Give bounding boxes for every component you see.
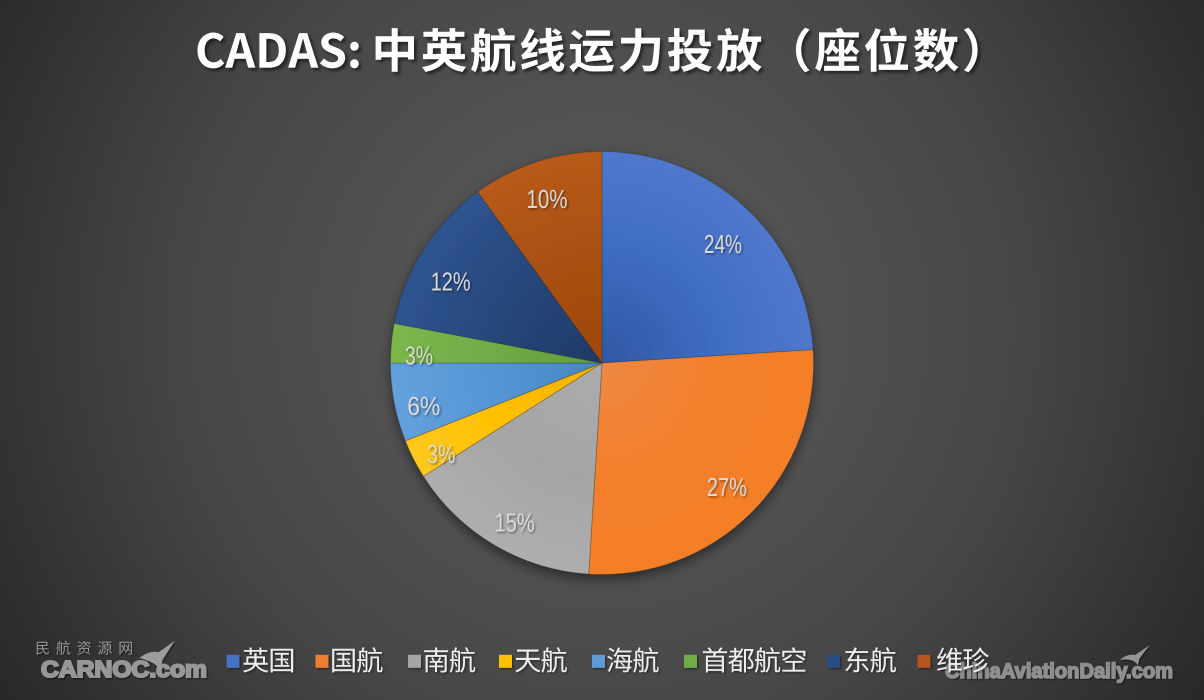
svg-text:3%: 3% <box>427 439 455 469</box>
svg-text:ChinaAviationDaily.com: ChinaAviationDaily.com <box>945 660 1173 683</box>
svg-text:15%: 15% <box>495 508 535 538</box>
svg-text:12%: 12% <box>431 267 471 297</box>
svg-text:6%: 6% <box>407 391 440 421</box>
svg-text:10%: 10% <box>527 184 568 214</box>
svg-text:3%: 3% <box>405 341 433 371</box>
svg-text:24%: 24% <box>704 229 742 259</box>
svg-text:27%: 27% <box>707 472 747 502</box>
svg-text:CARNOC.com: CARNOC.com <box>41 656 207 682</box>
